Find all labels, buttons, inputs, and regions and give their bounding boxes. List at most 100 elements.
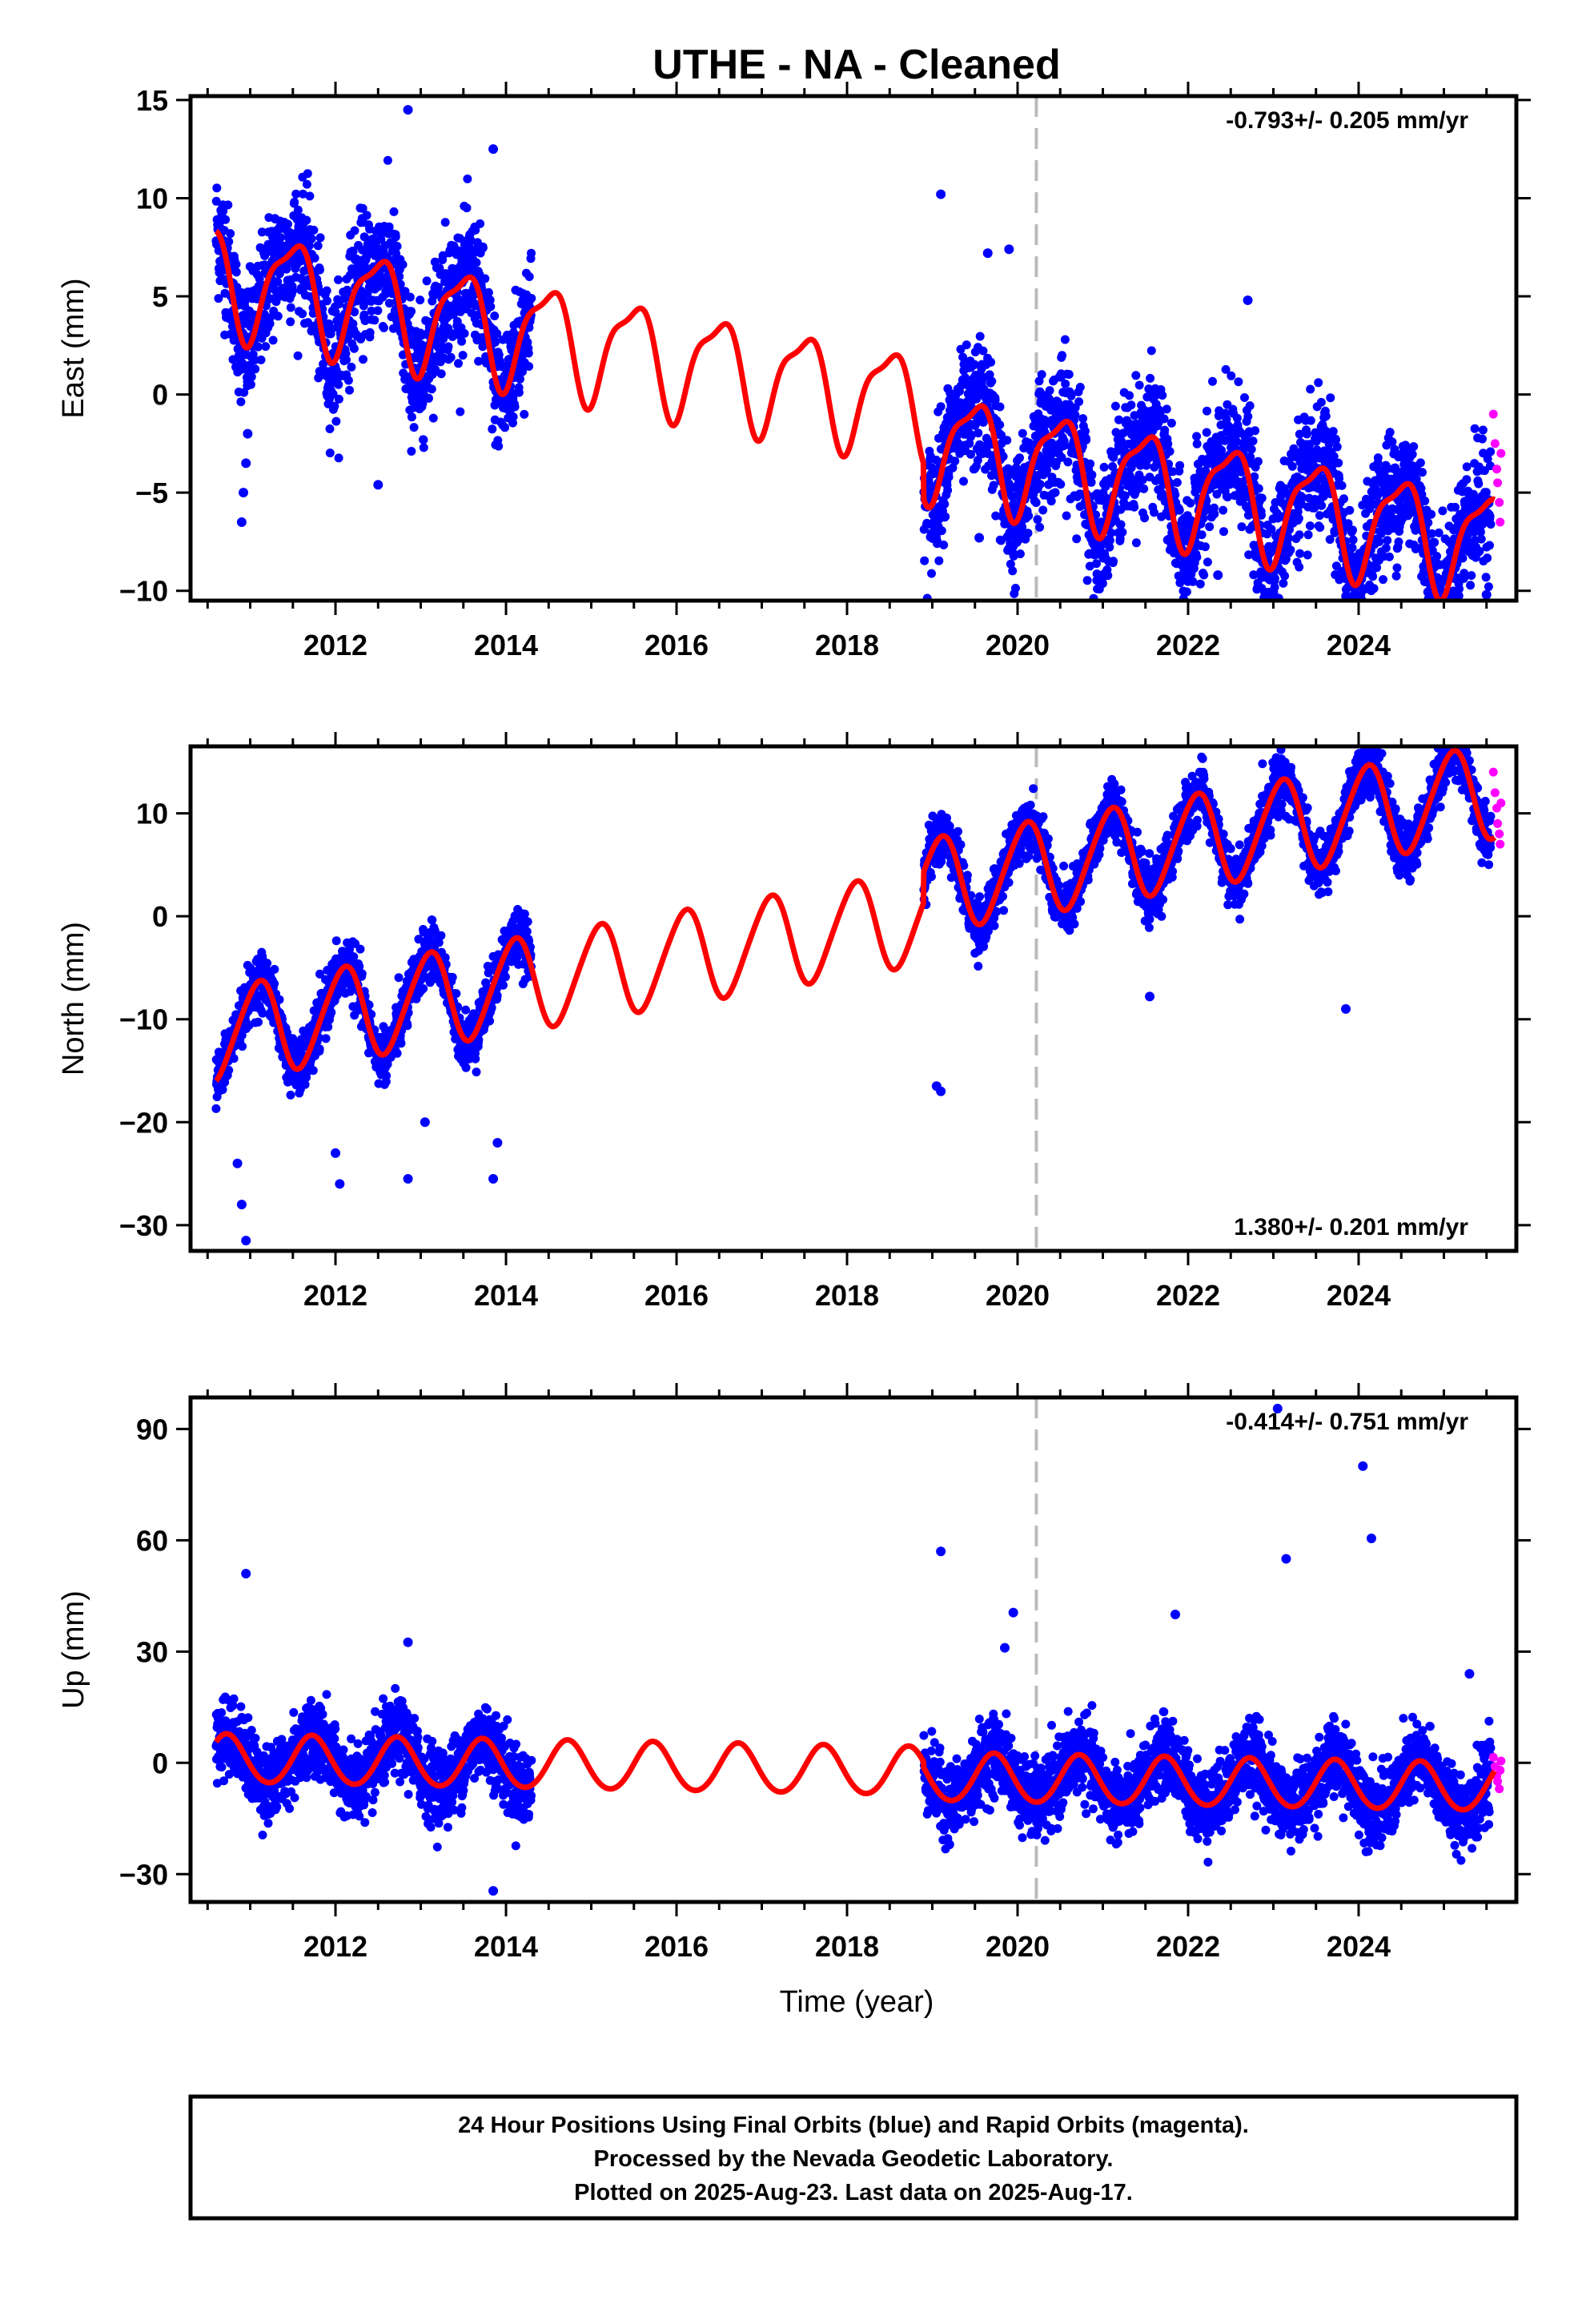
data-point xyxy=(484,287,493,297)
data-point xyxy=(1271,604,1279,613)
data-point xyxy=(334,453,343,463)
data-point xyxy=(986,357,996,367)
data-point xyxy=(1439,613,1447,622)
data-point xyxy=(1267,660,1275,669)
data-point xyxy=(1038,505,1048,515)
data-point xyxy=(461,1005,471,1015)
outlier-point xyxy=(373,480,383,490)
data-point xyxy=(310,253,319,263)
data-point xyxy=(1486,520,1496,529)
data-point xyxy=(1263,608,1271,617)
data-point xyxy=(1466,581,1476,590)
data-point xyxy=(231,267,241,277)
data-point xyxy=(403,1021,412,1031)
data-point xyxy=(257,227,267,237)
data-point xyxy=(440,218,450,227)
data-point xyxy=(395,271,404,281)
data-point xyxy=(514,388,524,397)
data-point xyxy=(461,1063,471,1072)
outlier-point xyxy=(403,105,413,115)
data-point xyxy=(943,485,953,495)
data-point xyxy=(1146,373,1155,383)
data-point xyxy=(934,556,944,565)
data-point xyxy=(518,367,527,376)
data-point xyxy=(1188,577,1198,586)
data-point xyxy=(940,500,950,509)
data-point xyxy=(987,376,997,386)
data-point xyxy=(283,219,292,229)
data-point xyxy=(1462,475,1472,485)
data-point xyxy=(359,355,367,364)
data-point xyxy=(488,424,497,434)
data-point xyxy=(328,389,338,399)
data-point xyxy=(419,984,428,993)
data-point xyxy=(490,312,500,320)
data-point xyxy=(1447,602,1456,611)
data-point xyxy=(1092,559,1101,569)
data-point xyxy=(1075,383,1085,392)
x-tick-label: 2024 xyxy=(1327,629,1391,661)
data-point xyxy=(309,225,319,235)
data-point xyxy=(1449,610,1458,619)
data-point xyxy=(260,251,270,260)
data-point xyxy=(428,413,438,423)
y-tick-label: 5 xyxy=(152,280,168,313)
outlier-point xyxy=(1243,295,1253,305)
data-point xyxy=(1035,480,1045,489)
rapid-point xyxy=(1493,478,1503,488)
data-point xyxy=(444,342,453,352)
data-point xyxy=(1270,582,1279,592)
data-point xyxy=(345,385,354,395)
data-point xyxy=(1485,512,1495,521)
data-point xyxy=(1134,380,1144,390)
data-point xyxy=(1418,468,1427,477)
data-point xyxy=(1442,632,1451,641)
data-point xyxy=(1175,460,1185,470)
data-point xyxy=(407,447,416,456)
data-point xyxy=(1203,406,1211,416)
data-point xyxy=(428,915,437,925)
data-point xyxy=(239,388,249,397)
data-point xyxy=(1315,511,1324,521)
data-point xyxy=(1035,522,1045,532)
y-tick-label: 10 xyxy=(136,182,168,215)
data-point xyxy=(286,303,295,312)
data-point xyxy=(303,169,312,179)
data-point xyxy=(1205,522,1215,532)
x-tick-label: 2012 xyxy=(303,629,367,661)
data-point xyxy=(1118,528,1127,537)
data-point xyxy=(1060,335,1070,344)
data-point xyxy=(1314,378,1323,388)
data-point xyxy=(1074,397,1084,407)
data-point xyxy=(1240,393,1249,402)
data-point xyxy=(486,302,496,312)
data-point xyxy=(1426,618,1435,627)
data-point xyxy=(256,355,266,364)
data-point xyxy=(937,526,946,536)
data-point xyxy=(319,360,328,369)
data-point xyxy=(1254,484,1263,493)
data-point xyxy=(261,342,271,352)
data-point xyxy=(1407,449,1417,459)
data-point xyxy=(422,276,432,286)
data-point xyxy=(382,1071,391,1080)
data-point xyxy=(419,443,428,452)
data-point xyxy=(1037,370,1046,380)
final-orbit-points xyxy=(211,105,1496,669)
data-point xyxy=(315,1044,324,1054)
data-point xyxy=(405,292,415,302)
data-point xyxy=(362,211,371,220)
data-point xyxy=(1061,379,1070,388)
data-point xyxy=(1439,609,1448,617)
data-point xyxy=(460,328,469,338)
data-point xyxy=(1059,436,1069,445)
data-point xyxy=(1486,447,1496,456)
data-point xyxy=(392,242,402,251)
data-point xyxy=(500,423,510,432)
data-point xyxy=(472,258,481,267)
data-point xyxy=(1326,393,1335,403)
data-point xyxy=(1182,587,1191,597)
data-point xyxy=(334,275,343,284)
data-point xyxy=(224,237,234,247)
data-point xyxy=(1359,606,1368,615)
